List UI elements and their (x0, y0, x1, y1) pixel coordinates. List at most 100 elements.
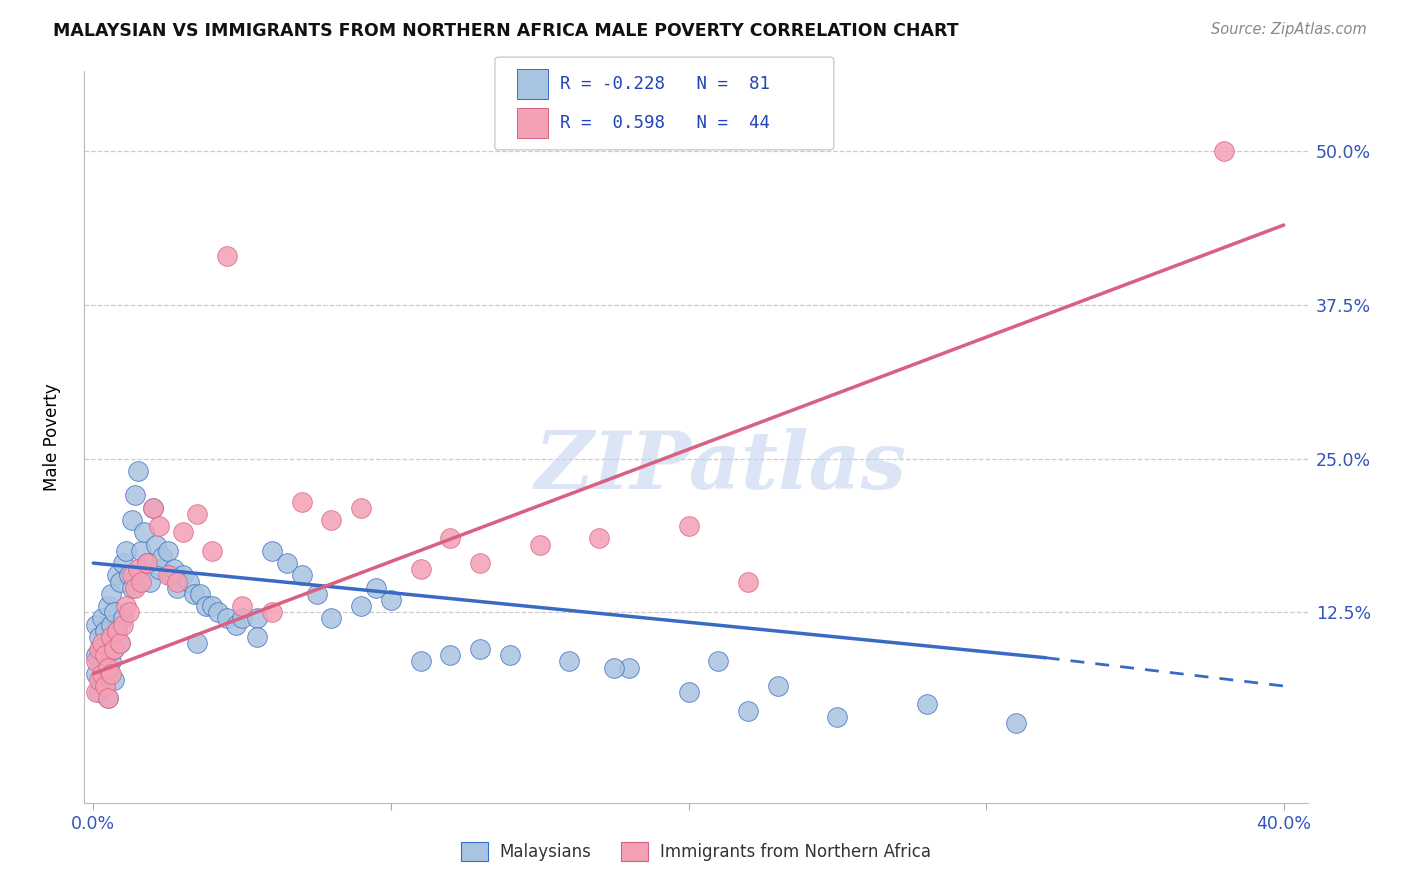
Point (177, 574, 200, 589)
Point (94, 679, 117, 693)
Point (91, 666, 114, 681)
Text: R = -0.228   N =  81: R = -0.228 N = 81 (560, 75, 769, 94)
Point (305, 587, 328, 601)
Point (121, 568, 143, 582)
Point (112, 556, 135, 570)
Point (132, 525, 155, 540)
Point (603, 660, 626, 674)
Point (94, 624, 117, 638)
Point (470, 642, 492, 657)
Point (124, 581, 146, 595)
Text: ZIPatlas: ZIPatlas (534, 427, 907, 505)
Point (94, 679, 117, 693)
Point (195, 599, 218, 613)
Point (84, 685, 107, 699)
Point (118, 605, 141, 619)
Point (321, 513, 343, 527)
Point (124, 488, 146, 502)
Point (766, 679, 789, 693)
Point (172, 568, 194, 582)
Point (166, 574, 188, 589)
Point (89, 655, 111, 669)
Point (276, 556, 298, 570)
Point (827, 710, 849, 724)
Point (115, 599, 138, 613)
Point (172, 525, 194, 540)
Point (89, 630, 111, 644)
Point (707, 655, 730, 669)
Point (207, 605, 229, 619)
Point (350, 500, 373, 515)
Point (127, 464, 149, 478)
Point (231, 611, 253, 625)
Point (91, 611, 114, 625)
Point (100, 666, 122, 681)
Point (84, 617, 107, 632)
Legend: Malaysians, Immigrants from Northern Africa: Malaysians, Immigrants from Northern Afr… (454, 835, 938, 868)
Point (183, 587, 205, 601)
Point (100, 587, 122, 601)
Point (127, 562, 149, 576)
Point (94, 648, 117, 663)
Point (142, 500, 165, 515)
Point (148, 562, 170, 576)
Point (97, 599, 120, 613)
Point (121, 581, 143, 595)
Text: R =  0.598   N =  44: R = 0.598 N = 44 (560, 113, 769, 132)
Point (91, 636, 114, 650)
Point (217, 249, 239, 263)
Point (97, 691, 120, 706)
Point (97, 691, 120, 706)
Point (1005, 715, 1028, 730)
Point (201, 599, 224, 613)
Point (84, 648, 107, 663)
Point (159, 568, 181, 582)
Point (91, 642, 114, 657)
Point (112, 617, 135, 632)
Point (135, 556, 157, 570)
Point (108, 636, 131, 650)
Point (678, 519, 700, 533)
Point (737, 574, 759, 589)
Point (108, 574, 131, 589)
Point (97, 660, 120, 674)
Point (470, 556, 492, 570)
Point (588, 532, 610, 546)
Point (246, 630, 269, 644)
Point (291, 568, 314, 582)
Text: Source: ZipAtlas.com: Source: ZipAtlas.com (1211, 22, 1367, 37)
Point (231, 599, 253, 613)
Point (100, 630, 122, 644)
Point (291, 494, 314, 508)
Point (145, 538, 167, 552)
Point (108, 636, 131, 650)
Point (103, 605, 125, 619)
Point (121, 513, 143, 527)
Point (186, 636, 208, 650)
Y-axis label: Male Poverty: Male Poverty (42, 384, 60, 491)
Point (678, 685, 700, 699)
Point (105, 624, 128, 638)
Point (84, 655, 107, 669)
Point (89, 642, 111, 657)
Point (115, 543, 138, 558)
Point (409, 562, 432, 576)
Point (558, 655, 581, 669)
Point (103, 642, 125, 657)
Point (112, 611, 135, 625)
Point (105, 568, 128, 582)
Point (156, 568, 179, 582)
Point (84, 666, 107, 681)
Point (97, 636, 120, 650)
Point (201, 543, 224, 558)
Point (118, 568, 141, 582)
Point (129, 574, 152, 589)
Point (103, 673, 125, 687)
Point (1213, 145, 1236, 159)
Point (135, 556, 157, 570)
Point (439, 532, 461, 546)
Point (156, 543, 179, 558)
Point (139, 574, 162, 589)
Point (105, 624, 128, 638)
Point (100, 617, 122, 632)
